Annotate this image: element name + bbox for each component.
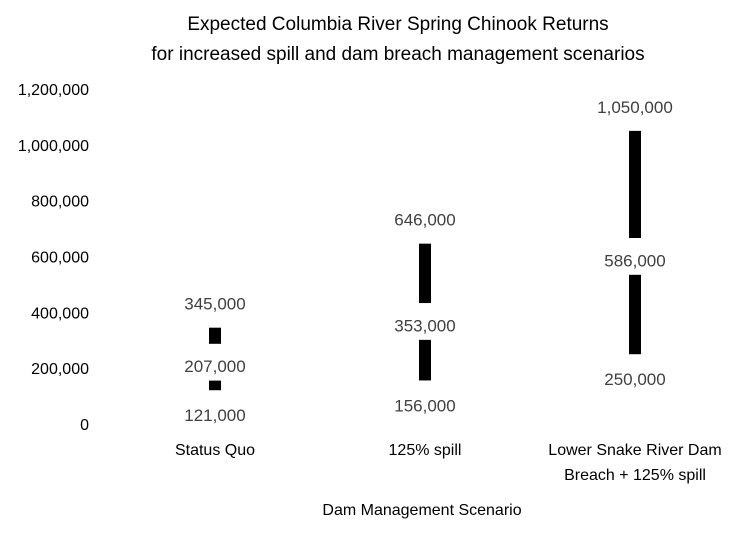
chart-title-line: for increased spill and dam breach manag…: [151, 44, 644, 65]
plot-area: [209, 130, 641, 391]
x-tick-label: 125% spill: [389, 442, 462, 459]
range-bar-upper: [209, 327, 221, 344]
y-tick-label: 0: [80, 417, 89, 434]
range-bar-upper: [629, 130, 641, 239]
data-label-high: 345,000: [184, 295, 245, 314]
range-bar-upper: [419, 243, 431, 304]
chart-title: Expected Columbia River Spring Chinook R…: [151, 14, 644, 65]
data-labels: 345,000 207,000 121,000 646,000 353,000 156,0…: [184, 98, 673, 425]
data-label-median: 586,000: [604, 251, 665, 270]
range-bar-lower: [209, 380, 221, 391]
x-axis-label: Dam Management Scenario: [322, 502, 521, 519]
x-axis: Status Quo 125% spill Lower Snake River Da…: [175, 442, 722, 484]
data-label-median: 353,000: [394, 316, 455, 335]
y-tick-label: 1,000,000: [18, 138, 89, 155]
x-tick-label: Lower Snake River Dam: [548, 442, 721, 459]
x-tick-label: Status Quo: [175, 442, 255, 459]
chart-title-line: Expected Columbia River Spring Chinook R…: [187, 14, 608, 35]
data-label-low: 250,000: [604, 370, 665, 389]
data-label-low: 156,000: [394, 396, 455, 415]
y-tick-label: 200,000: [31, 361, 89, 378]
data-label-median: 207,000: [184, 357, 245, 376]
y-tick-label: 600,000: [31, 250, 89, 267]
range-bar-lower: [629, 274, 641, 355]
y-tick-label: 400,000: [31, 305, 89, 322]
y-tick-label: 800,000: [31, 194, 89, 211]
range-bar-lower: [419, 339, 431, 381]
x-tick-label: Breach + 125% spill: [564, 467, 706, 484]
y-axis: 0 200,000 400,000 600,000 800,000 1,000,000 1,…: [18, 82, 89, 434]
data-label-low: 121,000: [184, 406, 245, 425]
y-tick-label: 1,200,000: [18, 82, 89, 99]
data-label-high: 646,000: [394, 211, 455, 230]
data-label-high: 1,050,000: [597, 98, 673, 117]
